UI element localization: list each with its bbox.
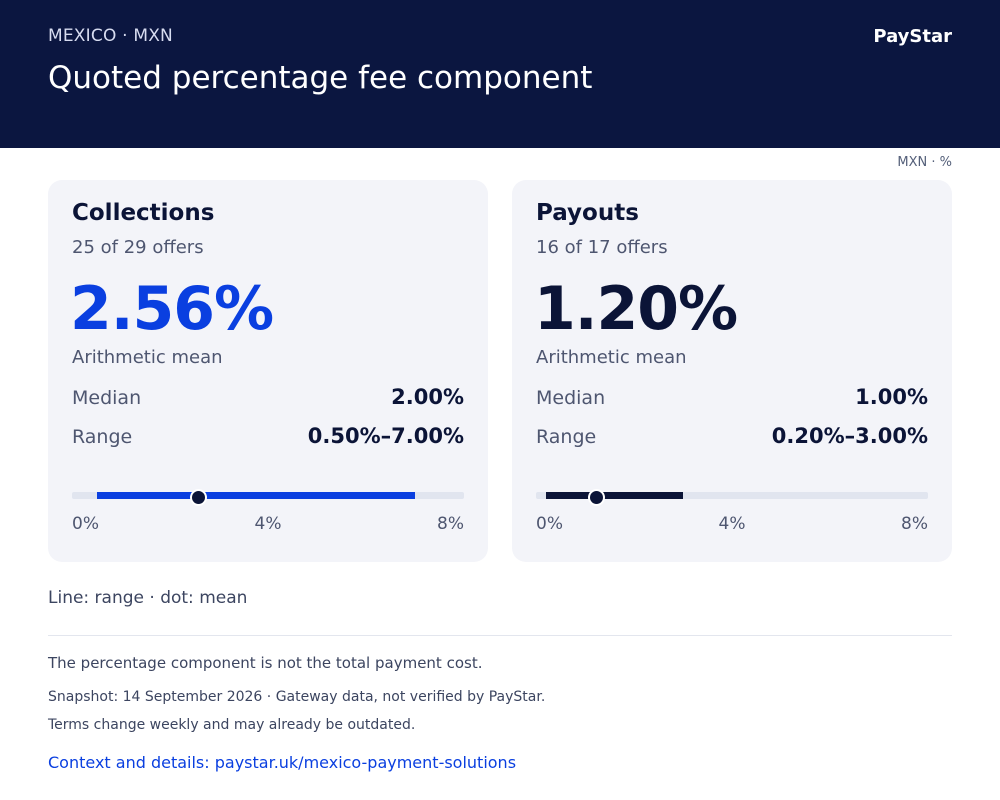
mean-label: Arithmetic mean (72, 347, 223, 368)
range-value: 0.50%–7.00% (307, 424, 464, 448)
mean-dot (190, 488, 208, 506)
axis-tick-max: 8% (437, 514, 464, 534)
card-title: Payouts (536, 200, 639, 226)
offer-count: 16 of 17 offers (536, 237, 668, 258)
legend-note: Line: range · dot: mean (48, 588, 248, 608)
median-value: 2.00% (391, 385, 464, 409)
page-title: Quoted percentage fee component (48, 60, 593, 96)
median-value: 1.00% (855, 385, 928, 409)
context-link[interactable]: Context and details: paystar.uk/mexico-p… (48, 753, 517, 772)
mean-label: Arithmetic mean (536, 347, 687, 368)
offer-count: 25 of 29 offers (72, 237, 204, 258)
page-header: MEXICO · MXN Quoted percentage fee compo… (0, 0, 1000, 148)
snapshot-text: Snapshot: 14 September 2026 · Gateway da… (48, 689, 546, 705)
axis-tick-mid: 4% (718, 514, 746, 534)
axis-tick-min: 0% (536, 514, 563, 534)
range-value: 0.20%–3.00% (771, 424, 928, 448)
range-label: Range (536, 426, 597, 448)
disclaimer-text: The percentage component is not the tota… (48, 654, 483, 672)
axis-tick-min: 0% (72, 514, 99, 534)
range-bar-fill (545, 492, 683, 499)
card-title: Collections (72, 200, 215, 226)
range-bar-fill (96, 492, 415, 499)
median-row: Median 2.00% (72, 385, 464, 409)
range-label: Range (72, 426, 133, 448)
footer-divider (48, 635, 952, 636)
brand-logo: PayStar (873, 26, 952, 47)
terms-text: Terms change weekly and may already be o… (48, 717, 416, 733)
unit-note: MXN · % (897, 155, 952, 170)
range-row: Range 0.50%–7.00% (72, 424, 464, 448)
mean-dot (587, 488, 605, 506)
market-eyebrow: MEXICO · MXN (48, 26, 173, 46)
mean-value: 1.20% (534, 274, 738, 344)
range-row: Range 0.20%–3.00% (536, 424, 928, 448)
payouts-card: Payouts 16 of 17 offers 1.20% Arithmetic… (512, 180, 952, 562)
axis-tick-max: 8% (901, 514, 928, 534)
median-row: Median 1.00% (536, 385, 928, 409)
axis-tick-mid: 4% (254, 514, 282, 534)
range-bar-track (536, 488, 928, 506)
mean-value: 2.56% (70, 274, 274, 344)
collections-card: Collections 25 of 29 offers 2.56% Arithm… (48, 180, 488, 562)
median-label: Median (536, 387, 606, 409)
range-bar-track (72, 488, 464, 506)
median-label: Median (72, 387, 142, 409)
